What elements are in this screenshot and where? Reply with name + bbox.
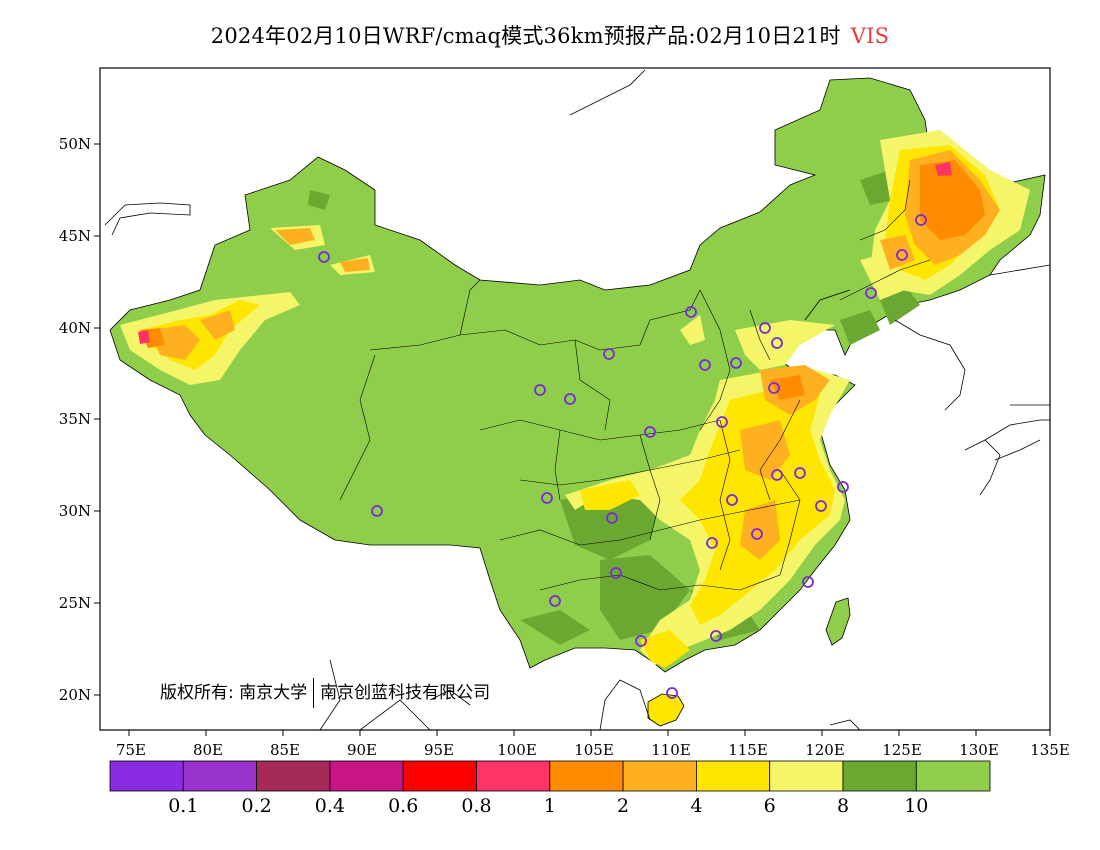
lat-tick-label: 20N bbox=[59, 686, 91, 704]
lat-tick-label: 40N bbox=[59, 319, 91, 337]
visibility-red-spots bbox=[138, 162, 952, 344]
lon-tick-label: 95E bbox=[424, 741, 454, 759]
station-markers bbox=[318, 214, 927, 699]
lat-tick-label: 25N bbox=[59, 594, 91, 612]
lon-tick-label: 85E bbox=[270, 741, 300, 759]
lat-tick-label: 30N bbox=[59, 502, 91, 520]
station-marker bbox=[610, 567, 622, 579]
station-marker bbox=[666, 687, 678, 699]
lon-tick-label: 130E bbox=[959, 741, 999, 759]
neighbour-coastlines bbox=[104, 69, 1050, 730]
map-title: 2024年02月10日WRF/cmaq模式36km预报产品:02月10日21时 V… bbox=[0, 20, 1100, 50]
station-marker bbox=[606, 512, 618, 524]
copyright-owner: 版权所有: 南京大学 bbox=[160, 683, 308, 703]
lon-tick-label: 75E bbox=[116, 741, 146, 759]
colorbar-swatch bbox=[402, 760, 477, 792]
colorbar-swatch bbox=[476, 760, 551, 792]
lat-tick-label: 35N bbox=[59, 410, 91, 428]
colorbar-label: 0.2 bbox=[241, 795, 271, 817]
station-marker bbox=[699, 359, 711, 371]
taiwan-island bbox=[825, 597, 851, 646]
colorbar-label: 0.6 bbox=[388, 795, 418, 817]
station-marker bbox=[837, 481, 849, 493]
lat-tick-label: 50N bbox=[59, 135, 91, 153]
lon-tick-label: 105E bbox=[574, 741, 614, 759]
copyright-company: 南京创蓝科技有限公司 bbox=[320, 683, 491, 703]
colorbar-swatch bbox=[842, 760, 917, 792]
colorbar-swatch bbox=[109, 760, 184, 792]
colorbar-swatch bbox=[622, 760, 697, 792]
colorbar-label: 0.1 bbox=[168, 795, 198, 817]
station-marker bbox=[896, 249, 908, 261]
colorbar-swatch bbox=[696, 760, 771, 792]
station-marker bbox=[644, 426, 656, 438]
colorbar-label: 2 bbox=[617, 795, 629, 817]
station-marker bbox=[865, 287, 877, 299]
colorbar-label: 10 bbox=[904, 795, 928, 817]
colorbar-label: 0.4 bbox=[315, 795, 345, 817]
lon-tick-label: 90E bbox=[347, 741, 377, 759]
station-marker bbox=[549, 595, 561, 607]
station-marker bbox=[706, 537, 718, 549]
station-marker bbox=[635, 635, 647, 647]
station-marker bbox=[759, 322, 771, 334]
station-marker bbox=[685, 306, 697, 318]
title-text: 2024年02月10日WRF/cmaq模式36km预报产品:02月10日21时 bbox=[210, 24, 841, 48]
lon-tick-label: 110E bbox=[651, 741, 691, 759]
lon-tick-label: 100E bbox=[497, 741, 537, 759]
map-content bbox=[104, 69, 1050, 730]
station-marker bbox=[318, 251, 330, 263]
lat-tick-label: 45N bbox=[59, 227, 91, 245]
latitude-axis: 50N 45N 40N 35N 30N 25N 20N bbox=[59, 135, 100, 704]
station-marker bbox=[541, 492, 553, 504]
lon-tick-label: 115E bbox=[728, 741, 768, 759]
station-marker bbox=[771, 469, 783, 481]
colorbar-label: 4 bbox=[690, 795, 702, 817]
colorbar-label: 0.8 bbox=[461, 795, 491, 817]
colorbar-swatch bbox=[256, 760, 331, 792]
colorbar-label: 8 bbox=[837, 795, 849, 817]
colorbar-swatch bbox=[915, 760, 991, 792]
station-marker bbox=[564, 393, 576, 405]
station-marker bbox=[726, 494, 738, 506]
copyright-separator bbox=[313, 678, 315, 708]
lon-tick-label: 125E bbox=[882, 741, 922, 759]
copyright-notice: 版权所有: 南京大学 南京创蓝科技有限公司 bbox=[160, 678, 490, 708]
lon-tick-label: 135E bbox=[1030, 741, 1070, 759]
province-boundaries bbox=[339, 179, 931, 591]
station-marker bbox=[730, 357, 742, 369]
colorbar-swatch bbox=[182, 760, 258, 792]
colorbar-swatch bbox=[329, 760, 404, 792]
station-marker bbox=[768, 382, 780, 394]
colorbar-swatch bbox=[769, 760, 844, 792]
colorbar-label: 1 bbox=[544, 795, 556, 817]
station-marker bbox=[603, 348, 615, 360]
station-marker bbox=[716, 416, 728, 428]
station-marker bbox=[802, 576, 814, 588]
station-marker bbox=[751, 528, 763, 540]
station-marker bbox=[794, 467, 806, 479]
station-marker bbox=[915, 214, 927, 226]
colorbar-label: 6 bbox=[764, 795, 776, 817]
longitude-axis: 75E 80E 85E 90E 95E 100E 105E 110E 115E … bbox=[116, 730, 1070, 759]
colorbar-swatch bbox=[549, 760, 624, 792]
station-marker bbox=[371, 505, 383, 517]
colorbar: 0.1 0.2 0.4 0.6 0.8 1 2 4 6 8 10 bbox=[109, 760, 991, 817]
title-variable: VIS bbox=[850, 24, 890, 48]
station-marker bbox=[815, 500, 827, 512]
station-marker bbox=[710, 630, 722, 642]
station-marker bbox=[771, 337, 783, 349]
lon-tick-label: 120E bbox=[805, 741, 845, 759]
station-marker bbox=[534, 384, 546, 396]
lon-tick-label: 80E bbox=[193, 741, 223, 759]
